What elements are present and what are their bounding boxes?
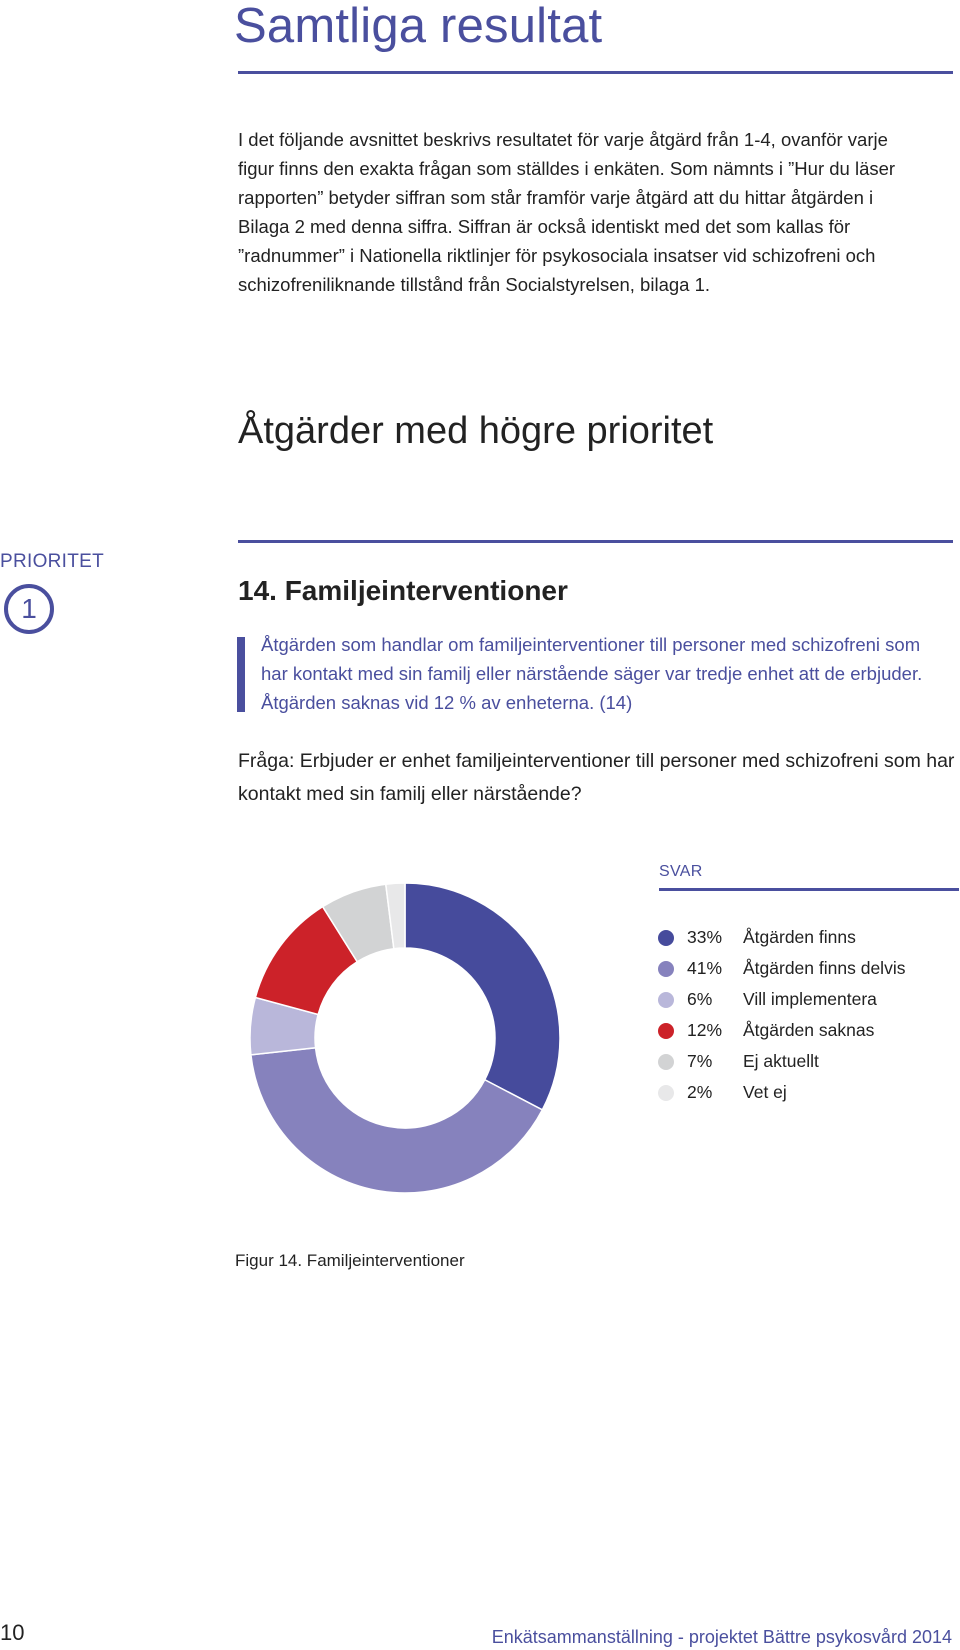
section-heading: Åtgärder med högre prioritet bbox=[238, 410, 714, 452]
survey-question: Fråga: Erbjuder er enhet familjeinterven… bbox=[238, 750, 955, 805]
legend-item: 6% Vill implementera bbox=[658, 984, 958, 1015]
legend-percent: 6% bbox=[687, 989, 713, 1009]
legend-label: Vet ej bbox=[743, 1082, 787, 1102]
legend-item: 33% Åtgärden finns bbox=[658, 922, 958, 953]
legend-label: Åtgärden finns bbox=[743, 927, 856, 947]
legend-swatch bbox=[658, 1022, 674, 1039]
legend-item: 12% Åtgärden saknas bbox=[658, 1015, 958, 1046]
legend-label: Ej aktuellt bbox=[743, 1051, 819, 1071]
intro-text: I det följande avsnittet beskrivs result… bbox=[238, 129, 896, 295]
legend-percent: 12% bbox=[687, 1020, 723, 1040]
priority-divider bbox=[238, 540, 953, 543]
legend-item: 2% Vet ej bbox=[658, 1077, 958, 1108]
donut-slice bbox=[250, 1046, 544, 1194]
legend-percent: 33% bbox=[687, 927, 723, 947]
legend-label: Åtgärden finns delvis bbox=[743, 958, 906, 978]
figure-caption: Figur 14. Familjeinterventioner bbox=[235, 1251, 465, 1270]
legend-swatch bbox=[658, 1084, 674, 1101]
title-divider bbox=[238, 71, 953, 74]
legend-item: 41% Åtgärden finns delvis bbox=[658, 953, 958, 984]
chart-legend: 33% Åtgärden finns 41% Åtgärden finns delvi… bbox=[658, 922, 958, 1108]
donut-slice bbox=[384, 882, 406, 950]
legend-swatch bbox=[658, 929, 674, 946]
donut-chart bbox=[249, 882, 561, 1194]
legend-label: Åtgärden saknas bbox=[743, 1020, 875, 1040]
legend-title: SVAR bbox=[659, 863, 703, 880]
page-footer: Enkätsammanställning - projektet Bättre … bbox=[491, 1627, 952, 1647]
legend-label: Vill implementera bbox=[743, 989, 877, 1009]
quote-bar bbox=[237, 637, 245, 712]
priority-badge: 1 bbox=[4, 584, 54, 634]
intro-paragraph: I det följande avsnittet beskrivs result… bbox=[238, 125, 928, 299]
item-title: 14. Familjeinterventioner bbox=[238, 575, 568, 606]
page-title: Samtliga resultat bbox=[234, 0, 603, 53]
legend-percent: 7% bbox=[687, 1051, 713, 1071]
legend-percent: 41% bbox=[687, 958, 723, 978]
item-summary: Åtgärden som handlar om familjeintervent… bbox=[261, 634, 923, 713]
legend-swatch bbox=[658, 991, 674, 1008]
donut-slice bbox=[404, 882, 561, 1111]
priority-label: PRIORITET bbox=[0, 551, 105, 572]
legend-swatch bbox=[658, 960, 674, 977]
legend-divider bbox=[659, 888, 959, 891]
legend-percent: 2% bbox=[687, 1082, 713, 1102]
legend-swatch bbox=[658, 1053, 674, 1070]
page-number: 10 bbox=[0, 1620, 25, 1645]
priority-value: 1 bbox=[21, 593, 37, 624]
legend-item: 7% Ej aktuellt bbox=[658, 1046, 958, 1077]
